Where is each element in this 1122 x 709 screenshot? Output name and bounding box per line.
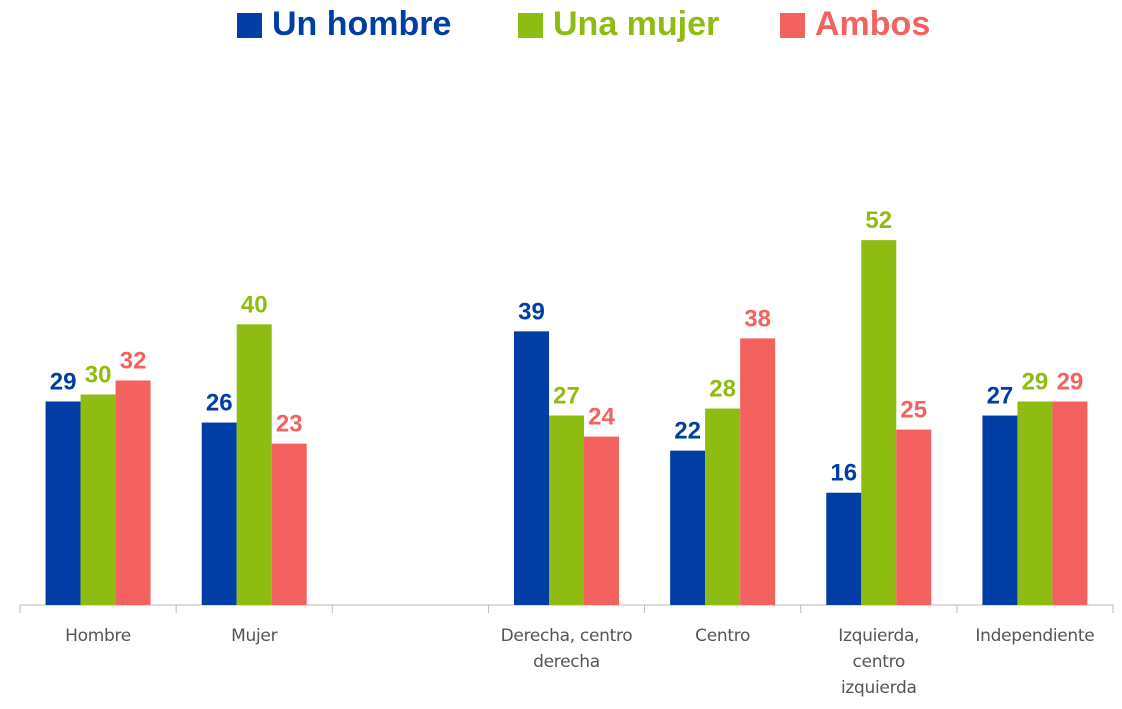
bar [80,394,116,605]
bar [740,338,776,605]
bar [1017,401,1053,605]
bar [45,401,81,605]
bar [705,408,741,605]
bar [549,415,584,605]
data-label: 23 [276,411,303,438]
bar [201,422,237,605]
bar [584,436,619,605]
data-label: 27 [987,383,1014,410]
bar [236,324,272,605]
legend-swatch [780,13,805,38]
x-tick-label: Izquierda, centro izquierda [838,626,920,698]
data-label: 25 [900,397,927,424]
bar [670,450,706,605]
bar [896,429,932,605]
bar [861,240,897,605]
data-label: 28 [709,376,736,403]
data-label: 22 [674,418,701,445]
data-label: 29 [1022,369,1049,396]
data-label: 27 [553,383,580,410]
bar [514,331,549,605]
data-label: 39 [518,298,545,325]
data-label: 30 [85,362,112,389]
x-tick-label: Independiente [975,626,1095,646]
data-label: 38 [744,305,771,332]
x-tick-label: Mujer [231,626,278,646]
bar [115,380,151,605]
legend-label: Un hombre [272,5,451,43]
data-label: 32 [120,347,147,374]
legend-swatch [518,13,543,38]
data-label: 40 [241,291,268,318]
bar [1052,401,1088,605]
data-label: 29 [50,369,77,396]
data-label: 52 [865,207,892,234]
data-label: 16 [830,460,857,487]
legend-label: Una mujer [553,5,719,43]
data-label: 26 [206,390,233,417]
bar [271,443,307,605]
data-label: 29 [1057,369,1084,396]
x-tick-label: Centro [695,626,751,646]
x-tick-label: Hombre [65,626,131,646]
x-tick-label: Derecha, centro derecha [500,626,633,672]
data-label: 24 [588,404,615,431]
bar [826,492,862,605]
legend-label: Ambos [815,5,930,43]
bar [982,415,1018,605]
legend-swatch [237,13,262,38]
